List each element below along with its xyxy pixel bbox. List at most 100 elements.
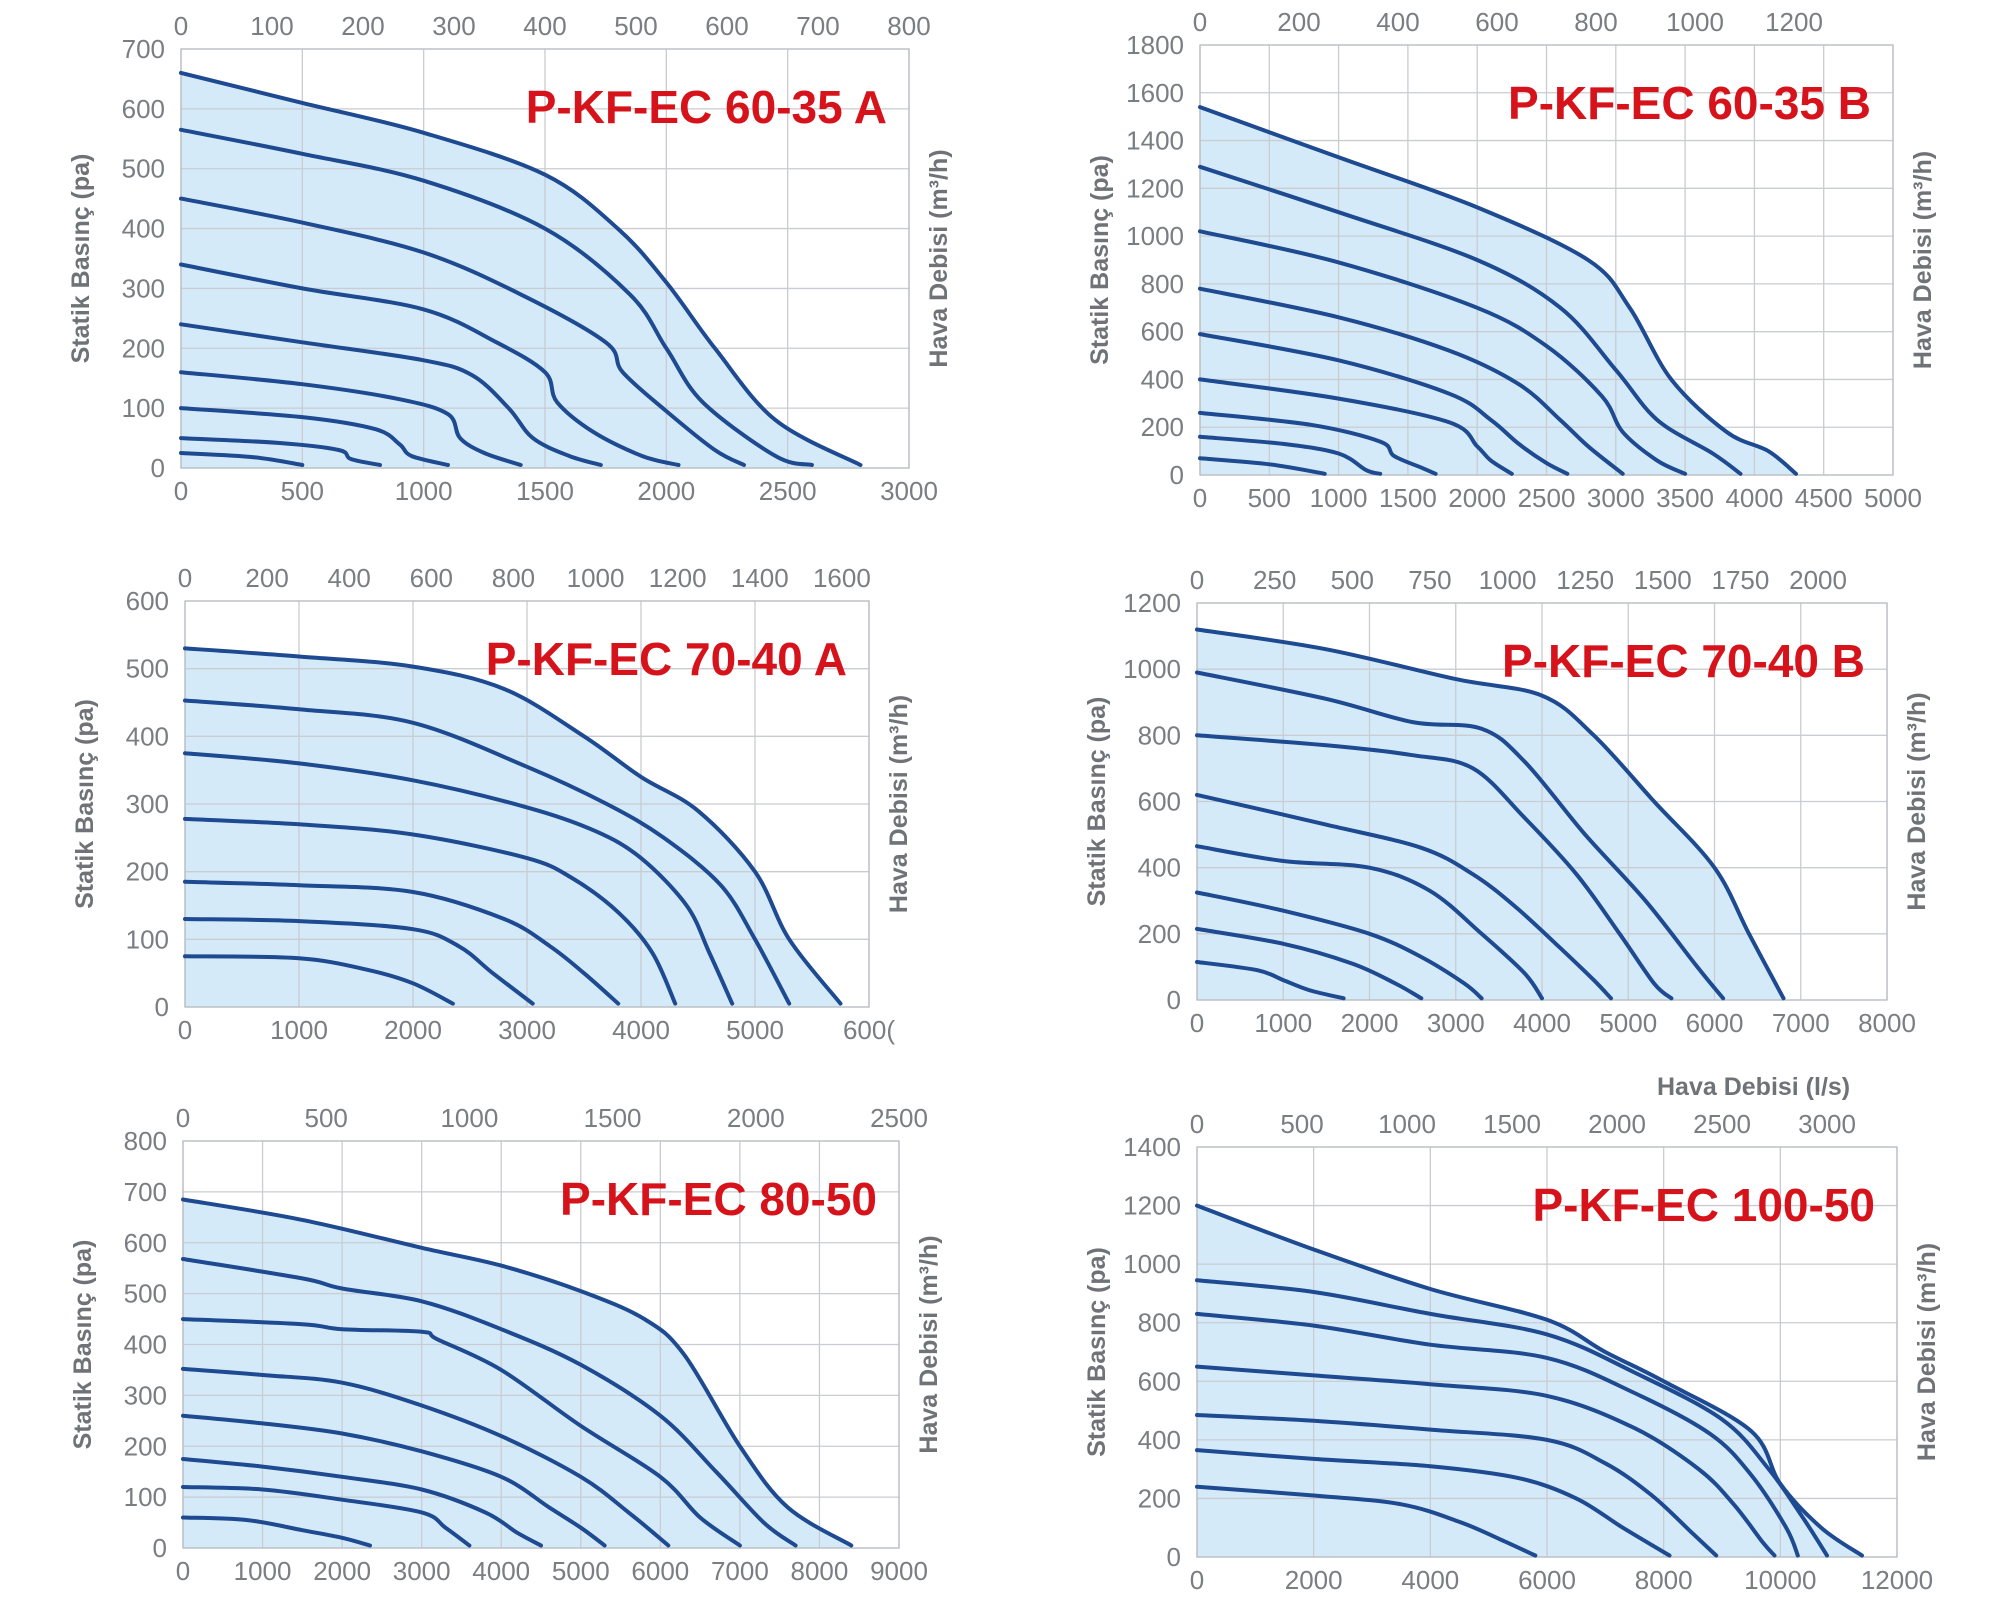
x-tick-label: 3000 bbox=[880, 476, 938, 506]
y-tick-label: 500 bbox=[126, 654, 169, 684]
fan-curve-1 bbox=[179, 70, 863, 467]
x2-tick-label: 1500 bbox=[584, 1103, 642, 1133]
x2-tick-label: 0 bbox=[1190, 565, 1204, 595]
x-tick-label: 4000 bbox=[1401, 1565, 1459, 1595]
y-tick-label: 200 bbox=[1138, 919, 1181, 949]
y-tick-label: 100 bbox=[122, 393, 165, 423]
x2-tick-label: 1500 bbox=[1483, 1109, 1541, 1139]
x2-tick-label: 1000 bbox=[1378, 1109, 1436, 1139]
x-tick-label: 500 bbox=[1248, 483, 1291, 513]
x-tick-label: 2500 bbox=[759, 476, 817, 506]
y-tick-label: 400 bbox=[124, 1330, 167, 1360]
x-tick-label: 7000 bbox=[711, 1556, 769, 1586]
y-tick-label: 800 bbox=[124, 1126, 167, 1156]
chart-3: 0 1000 2000 3000 4000 5000 600(010020030040050… bbox=[71, 563, 913, 1045]
y-axis-title: Statik Basınç (pa) bbox=[69, 1240, 97, 1450]
y2-axis-title: Hava Debisi (m³/h) bbox=[1913, 1243, 1941, 1461]
y-tick-label: 1800 bbox=[1126, 30, 1184, 60]
x2-tick-label: 500 bbox=[614, 11, 657, 41]
x2-tick-label: 1200 bbox=[1765, 7, 1823, 37]
y-tick-label: 300 bbox=[122, 273, 165, 303]
chart-6: 0 2000 4000 6000 8000 10000 120000200400600800… bbox=[1083, 1109, 1941, 1595]
y-tick-label: 1000 bbox=[1126, 221, 1184, 251]
x2-tick-label: 750 bbox=[1408, 565, 1451, 595]
x-tick-label: 1500 bbox=[516, 476, 574, 506]
x-tick-label: 1000 bbox=[1254, 1008, 1312, 1038]
y-tick-label: 300 bbox=[126, 789, 169, 819]
x2-tick-label: 500 bbox=[305, 1103, 348, 1133]
y-tick-label: 1200 bbox=[1126, 173, 1184, 203]
x-tick-label: 6000 bbox=[631, 1556, 689, 1586]
x2-tick-label: 1250 bbox=[1556, 565, 1614, 595]
y-axis-title: Statik Basınç (pa) bbox=[1083, 1247, 1111, 1457]
fan-curve-5 bbox=[183, 879, 621, 1006]
y-tick-label: 200 bbox=[126, 857, 169, 887]
y-tick-label: 800 bbox=[1138, 720, 1181, 750]
fan-curve-3 bbox=[1195, 1311, 1800, 1558]
fan-curve-3 bbox=[179, 196, 746, 467]
x-tick-label: 1000 bbox=[234, 1556, 292, 1586]
chart-title: P-KF-EC 60-35 B bbox=[1508, 77, 1871, 129]
x2-tick-label: 2500 bbox=[870, 1103, 928, 1133]
y-tick-label: 100 bbox=[126, 924, 169, 954]
x-tick-label: 4000 bbox=[1513, 1008, 1571, 1038]
x-tick-label: 1000 bbox=[270, 1015, 328, 1045]
y-tick-label: 0 bbox=[1170, 460, 1184, 490]
fan-curve-9 bbox=[179, 451, 305, 467]
fan-curve-8 bbox=[179, 436, 382, 467]
x2-tick-label: 700 bbox=[796, 11, 839, 41]
x-tick-label: 9000 bbox=[870, 1556, 928, 1586]
fan-curve-5 bbox=[1195, 1413, 1719, 1558]
y-tick-label: 500 bbox=[124, 1279, 167, 1309]
x2-tick-label: 1200 bbox=[649, 563, 707, 593]
fan-curve-4 bbox=[1195, 1364, 1777, 1558]
x-tick-label: 4000 bbox=[612, 1015, 670, 1045]
y-axis-title: Statik Basınç (pa) bbox=[1083, 697, 1111, 907]
x2-tick-label: 100 bbox=[250, 11, 293, 41]
chart-title: P-KF-EC 70-40 B bbox=[1502, 635, 1865, 687]
x2-tick-label: 600 bbox=[410, 563, 453, 593]
chart-2: 0 500 1000 1500 2000 2500 3000 3500 4000 4500 5000… bbox=[1086, 7, 1937, 513]
fan-curve-5 bbox=[181, 1413, 607, 1548]
x-tick-label: 0 bbox=[174, 476, 188, 506]
y-tick-label: 200 bbox=[122, 333, 165, 363]
x-tick-label: 8000 bbox=[1635, 1565, 1693, 1595]
x-tick-label: 3000 bbox=[393, 1556, 451, 1586]
y-tick-label: 200 bbox=[1141, 412, 1184, 442]
operating-area bbox=[183, 1199, 852, 1548]
x2-tick-label: 300 bbox=[432, 11, 475, 41]
x-tick-label: 0 bbox=[176, 1556, 190, 1586]
fan-curve-1 bbox=[1198, 105, 1798, 476]
x-tick-label: 12000 bbox=[1861, 1565, 1933, 1595]
x2-tick-label: 2500 bbox=[1693, 1109, 1751, 1139]
fan-curve-7 bbox=[1195, 926, 1424, 1001]
fan-curve-4 bbox=[183, 816, 678, 1006]
x2-tick-label: 500 bbox=[1280, 1109, 1323, 1139]
y-tick-label: 500 bbox=[122, 154, 165, 184]
x2-tick-label: 1000 bbox=[440, 1103, 498, 1133]
fan-curve-4 bbox=[1198, 286, 1625, 476]
fan-curve-8 bbox=[181, 1515, 372, 1548]
x2-tick-label: 400 bbox=[328, 563, 371, 593]
chart-title: P-KF-EC 100-50 bbox=[1532, 1179, 1875, 1231]
x2-tick-label: 200 bbox=[1277, 7, 1320, 37]
fan-curve-3 bbox=[181, 1317, 742, 1548]
x-tick-label: 0 bbox=[178, 1015, 192, 1045]
x2-tick-label: 1000 bbox=[1666, 7, 1724, 37]
fan-curve-6 bbox=[1195, 890, 1484, 1001]
plot-frame bbox=[182, 1140, 900, 1549]
x-tick-label: 4500 bbox=[1795, 483, 1853, 513]
x2-tick-label: 250 bbox=[1253, 565, 1296, 595]
x-axis-title: Hava Debisi (l/s) bbox=[1657, 1073, 1850, 1101]
y-tick-label: 600 bbox=[1138, 787, 1181, 817]
x-tick-label: 1500 bbox=[1379, 483, 1437, 513]
y-tick-label: 0 bbox=[153, 1533, 167, 1563]
fan-curve-6 bbox=[183, 917, 535, 1006]
y-tick-label: 1400 bbox=[1123, 1132, 1181, 1162]
x2-tick-label: 0 bbox=[1193, 7, 1207, 37]
y-tick-label: 400 bbox=[1138, 853, 1181, 883]
operating-area bbox=[1200, 107, 1796, 475]
y-tick-label: 100 bbox=[124, 1482, 167, 1512]
x2-tick-label: 800 bbox=[492, 563, 535, 593]
plot-frame bbox=[184, 600, 870, 1008]
